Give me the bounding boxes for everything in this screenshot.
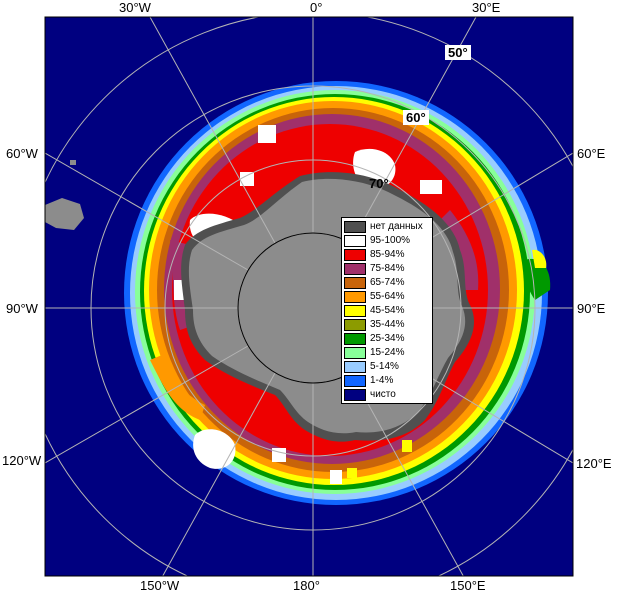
- ice-patch-25-34: [524, 258, 551, 300]
- legend-swatch: [344, 318, 366, 331]
- legend-swatch: [344, 374, 366, 387]
- legend-entry: 1-4%: [344, 374, 393, 387]
- lat-label-60: 60°: [403, 110, 429, 125]
- ice-patch-45-54: [347, 468, 357, 478]
- legend-swatch: [344, 332, 366, 345]
- legend-entry: 5-14%: [344, 360, 399, 373]
- legend-label: 25-34%: [370, 333, 405, 344]
- legend-swatch: [344, 388, 366, 401]
- lon-label-90w: 90°W: [6, 301, 38, 316]
- ice-patch-45-54: [532, 249, 547, 268]
- legend-label: 35-44%: [370, 319, 405, 330]
- legend-label: 55-64%: [370, 291, 405, 302]
- legend-swatch: [344, 248, 366, 261]
- ice-patch-45-54: [402, 440, 412, 452]
- ice-patch-95-100: [240, 172, 254, 186]
- legend-swatch: [344, 262, 366, 275]
- ice-patch-95-100: [193, 429, 236, 469]
- ice-patch-95-100: [272, 448, 286, 462]
- ice-patch-95-100: [330, 470, 342, 484]
- lon-label-60w: 60°W: [6, 146, 38, 161]
- legend-entry: 35-44%: [344, 318, 404, 331]
- lon-label-180: 180°: [293, 578, 320, 593]
- lat-label-70: 70°: [369, 176, 389, 191]
- legend-swatch: [344, 220, 366, 233]
- ice-patch-95-100: [420, 180, 442, 194]
- legend-entry: 95-100%: [344, 234, 410, 247]
- legend-swatch: [344, 234, 366, 247]
- legend-entry: 75-84%: [344, 262, 404, 275]
- island-land: [70, 160, 76, 165]
- lon-label-150w: 150°W: [140, 578, 180, 593]
- ice-patch-95-100: [258, 125, 276, 143]
- lat-label-50: 50°: [445, 45, 471, 60]
- legend-label: 85-94%: [370, 249, 405, 260]
- legend-label: 45-54%: [370, 305, 405, 316]
- legend-swatch: [344, 304, 366, 317]
- legend-label: 15-24%: [370, 347, 405, 358]
- legend-label: 95-100%: [370, 235, 411, 246]
- legend-entry: 65-74%: [344, 276, 404, 289]
- legend-label: чисто: [370, 389, 396, 400]
- lon-label-90e: 90°E: [577, 301, 606, 316]
- legend-label: 75-84%: [370, 263, 405, 274]
- legend: нет данных 95-100% 85-94% 75-84% 65-74% 55-64…: [341, 217, 433, 404]
- legend-swatch: [344, 290, 366, 303]
- lon-label-120w: 120°W: [2, 453, 42, 468]
- legend-swatch: [344, 276, 366, 289]
- legend-swatch: [344, 360, 366, 373]
- ice-patch-65-74: [150, 355, 205, 420]
- legend-swatch: [344, 346, 366, 359]
- lon-label-60e: 60°E: [577, 146, 606, 161]
- lon-label-30w: 30°W: [119, 0, 151, 15]
- legend-entry: 85-94%: [344, 248, 404, 261]
- legend-entry: нет данных: [344, 220, 423, 233]
- legend-entry: 45-54%: [344, 304, 404, 317]
- legend-entry: 25-34%: [344, 332, 404, 345]
- lon-label-120e: 120°E: [576, 456, 612, 471]
- legend-entry: 15-24%: [344, 346, 404, 359]
- legend-label: 65-74%: [370, 277, 405, 288]
- legend-label: 1-4%: [370, 375, 394, 386]
- lon-label-30e: 30°E: [472, 0, 501, 15]
- map-frame: [44, 16, 574, 577]
- legend-entry: чисто: [344, 388, 396, 401]
- legend-label: 5-14%: [370, 361, 399, 372]
- legend-entry: 55-64%: [344, 290, 404, 303]
- south-america-land: [45, 198, 84, 230]
- lon-label-150e: 150°E: [450, 578, 486, 593]
- legend-label: нет данных: [370, 221, 423, 232]
- lon-label-0: 0°: [310, 0, 323, 15]
